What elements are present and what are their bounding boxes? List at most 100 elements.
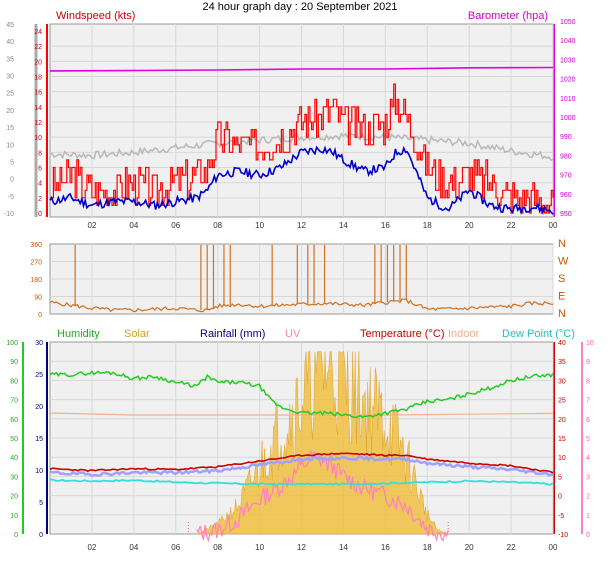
outer-tick: 10: [6, 142, 14, 149]
barometer-tick: 1040: [560, 38, 576, 45]
outer-tick: 25: [6, 91, 14, 98]
legend-indoor: Indoor: [448, 328, 480, 340]
x-tick-label: 04: [129, 543, 138, 552]
temperature-tick: 25: [558, 398, 566, 405]
x-tick-label: 14: [339, 221, 348, 230]
humidity-tick: 50: [10, 436, 18, 443]
temperature-tick: -10: [558, 532, 568, 539]
windspeed-tick: 20: [34, 59, 42, 66]
legend-humidity: Humidity: [57, 328, 100, 340]
gray-wind-line: [49, 131, 554, 161]
outer-tick: 0: [10, 177, 14, 184]
x-tick-label: 22: [507, 221, 516, 230]
gust-line: [50, 83, 554, 214]
rain-tick: 0: [39, 532, 43, 539]
barometer-tick: 950: [560, 211, 572, 218]
average-wind-line: [49, 145, 554, 215]
temperature-tick: 0: [558, 494, 562, 501]
barometer-line: [49, 66, 554, 72]
humidity-tick: 60: [10, 417, 18, 424]
humidity-tick: 100: [6, 340, 18, 347]
legend-uv: UV: [285, 328, 301, 340]
outer-tick: 15: [6, 125, 14, 132]
rain-tick: 30: [35, 340, 43, 347]
windspeed-tick: 10: [34, 135, 42, 142]
x-tick-label: 22: [507, 543, 516, 552]
rain-tick: 15: [35, 436, 43, 443]
legend-dewpoint: Dew Point (°C): [502, 328, 575, 340]
rain-tick: 5: [39, 500, 43, 507]
humidity-line: [49, 370, 554, 419]
x-tick-label: 02: [87, 543, 96, 552]
barometer-tick: 990: [560, 134, 572, 141]
rain-tick: 25: [35, 372, 43, 379]
windspeed-tick: 14: [34, 105, 42, 112]
x-tick-label: 08: [213, 221, 222, 230]
windspeed-label: Windspeed (kts): [56, 10, 135, 22]
x-tick-label: 12: [297, 543, 306, 552]
humidity-tick: 80: [10, 378, 18, 385]
x-tick-label: 20: [465, 221, 474, 230]
x-tick-label: 12: [297, 221, 306, 230]
x-tick-label: 14: [339, 543, 348, 552]
x-tick-label: 00: [549, 221, 558, 230]
x-tick-label: 06: [171, 543, 180, 552]
windspeed-tick: 8: [38, 150, 42, 157]
uv-tick: 2: [586, 494, 590, 501]
temperature-tick: 40: [558, 340, 566, 347]
uv-tick: 5: [586, 436, 590, 443]
direction-tick: 270: [30, 260, 42, 267]
x-tick-label: 00: [549, 543, 558, 552]
x-tick-label: 02: [87, 221, 96, 230]
barometer-tick: 1030: [560, 57, 576, 64]
compass-label: N: [558, 308, 566, 320]
windspeed-tick: 18: [34, 75, 42, 82]
rain-tick: 20: [35, 404, 43, 411]
uv-tick: 6: [586, 417, 590, 424]
barometer-tick: 1010: [560, 96, 576, 103]
windspeed-tick: 24: [34, 29, 42, 36]
indoor-line: [49, 412, 554, 416]
outer-tick: 45: [6, 22, 14, 29]
barometer-tick: 970: [560, 173, 572, 180]
x-tick-label: 10: [255, 543, 264, 552]
humidity-tick: 70: [10, 398, 18, 405]
windspeed-tick: 22: [34, 44, 42, 51]
legend-solar: Solar: [124, 328, 150, 340]
barometer-tick: 1000: [560, 115, 576, 122]
legend-temperature: Temperature (°C): [360, 328, 444, 340]
dewpoint-line: [49, 478, 554, 486]
direction-line: [49, 298, 554, 313]
uv-tick: 4: [586, 455, 590, 462]
outer-tick: 30: [6, 74, 14, 81]
temperature-tick: 30: [558, 378, 566, 385]
x-tick-label: 04: [129, 221, 138, 230]
uv-tick: 10: [586, 340, 594, 347]
direction-tick: 360: [30, 242, 42, 249]
temperature-line: [49, 452, 554, 474]
direction-tick: 0: [38, 312, 42, 319]
temperature-tick: 15: [558, 436, 566, 443]
barometer-tick: 1020: [560, 77, 576, 84]
outer-tick: -10: [4, 211, 14, 218]
temperature-tick: -5: [558, 513, 564, 520]
direction-tick: 180: [30, 277, 42, 284]
uv-tick: 8: [586, 378, 590, 385]
humidity-tick: 90: [10, 359, 18, 366]
solar-area: [196, 351, 449, 535]
graph-title: 24 hour graph day : 20 September 2021: [202, 1, 397, 13]
temperature-tick: 35: [558, 359, 566, 366]
humidity-tick: 30: [10, 474, 18, 481]
temperature-tick: 5: [558, 474, 562, 481]
rain-tick: 10: [35, 468, 43, 475]
humidity-tick: 10: [10, 513, 18, 520]
temperature-tick: 10: [558, 455, 566, 462]
uv-tick: 7: [586, 398, 590, 405]
compass-label: N: [558, 238, 566, 250]
x-tick-label: 10: [255, 221, 264, 230]
barometer-tick: 980: [560, 153, 572, 160]
x-tick-label: 20: [465, 543, 474, 552]
